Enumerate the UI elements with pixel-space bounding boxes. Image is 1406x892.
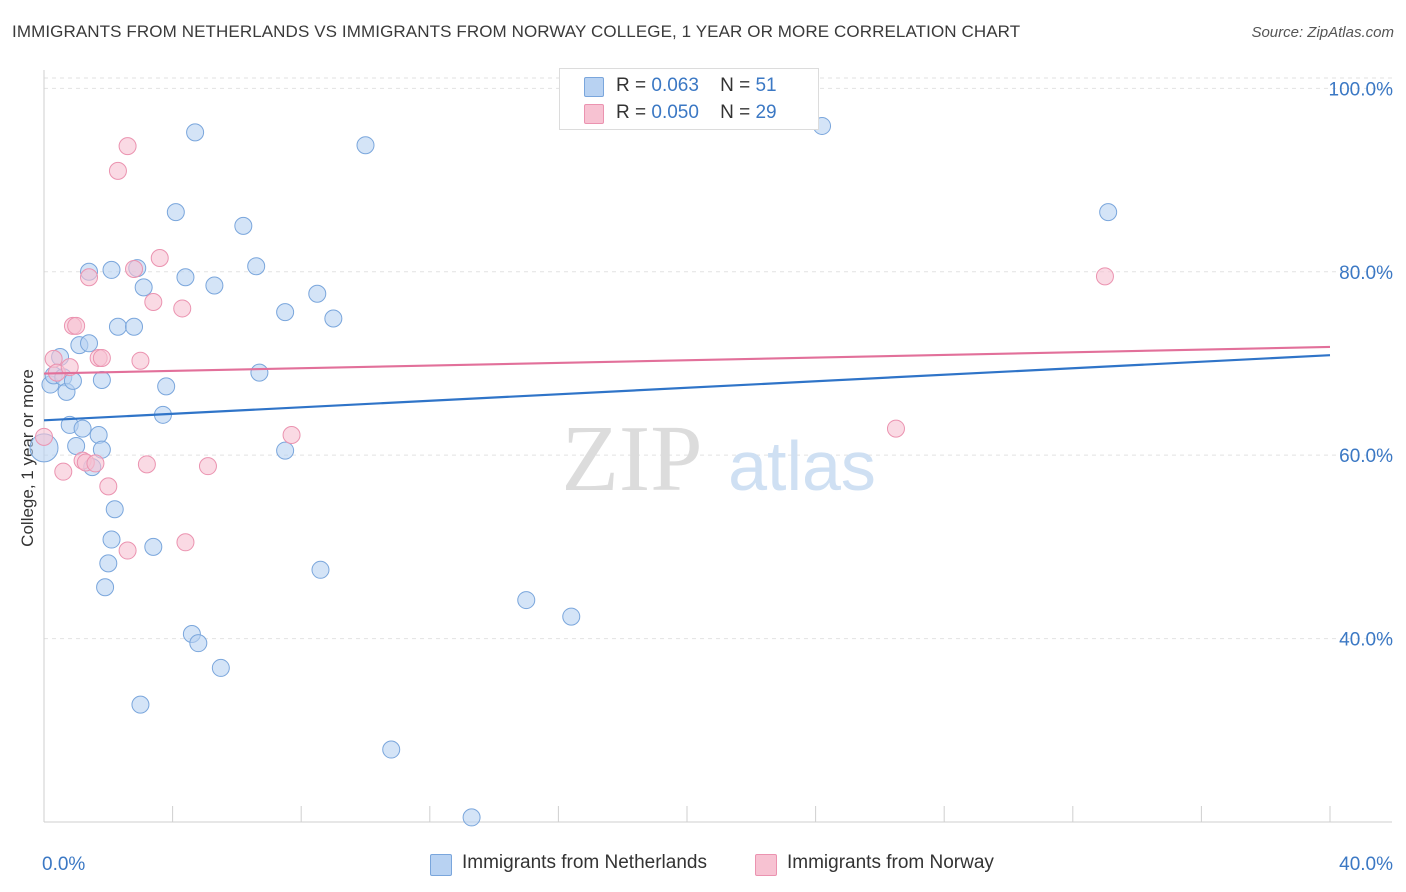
- point-norway: [886, 419, 905, 438]
- legend-label-norway: Immigrants from Norway: [787, 852, 994, 873]
- trend-lines: [43, 345, 1331, 422]
- point-netherlands: [247, 257, 266, 276]
- point-norway: [131, 351, 150, 370]
- point-netherlands: [157, 377, 176, 396]
- point-norway: [125, 260, 144, 279]
- point-norway: [54, 462, 73, 481]
- legend-swatch-blue: [584, 77, 604, 97]
- point-netherlands: [89, 425, 108, 444]
- chart-title: IMMIGRANTS FROM NETHERLANDS VS IMMIGRANT…: [12, 22, 1021, 41]
- point-netherlands: [166, 203, 185, 222]
- y-tick-label: 100.0%: [1329, 79, 1394, 100]
- point-norway: [67, 316, 86, 335]
- point-netherlands: [92, 370, 111, 389]
- legend-swatch-netherlands: [430, 854, 452, 876]
- legend-r-value: 0.050: [651, 102, 699, 123]
- point-netherlands: [144, 537, 163, 556]
- point-norway: [108, 161, 127, 180]
- point-netherlands: [102, 530, 121, 549]
- point-norway: [86, 454, 105, 473]
- legend-swatch-pink: [584, 104, 604, 124]
- point-norway: [118, 137, 137, 156]
- point-norway: [198, 457, 217, 476]
- point-netherlands: [176, 268, 195, 287]
- point-netherlands: [462, 808, 481, 827]
- y-tick-label: 60.0%: [1339, 446, 1393, 467]
- point-netherlands: [134, 278, 153, 297]
- series-legend: Immigrants from Netherlands Immigrants f…: [0, 852, 1406, 878]
- point-netherlands: [96, 578, 115, 597]
- axes: [43, 70, 1392, 823]
- legend-r-label: R =: [616, 102, 647, 123]
- point-netherlands: [105, 500, 124, 519]
- legend-r-label: R =: [616, 75, 647, 96]
- point-netherlands: [189, 634, 208, 653]
- point-netherlands: [562, 607, 581, 626]
- point-norway: [99, 477, 118, 496]
- point-netherlands: [1099, 203, 1118, 222]
- point-netherlands: [311, 560, 330, 579]
- point-netherlands: [102, 260, 121, 279]
- point-netherlands: [308, 284, 327, 303]
- legend-n-value: 29: [755, 102, 777, 123]
- legend-n-label: N =: [720, 102, 751, 123]
- point-netherlands: [99, 554, 118, 573]
- point-netherlands: [73, 419, 92, 438]
- point-netherlands: [108, 317, 127, 336]
- point-norway: [282, 425, 301, 444]
- point-norway: [118, 541, 137, 560]
- point-netherlands: [234, 216, 253, 235]
- trend-line-norway: [43, 345, 1331, 375]
- point-norway: [137, 455, 156, 474]
- point-netherlands: [517, 591, 536, 610]
- point-netherlands: [205, 276, 224, 295]
- point-netherlands: [125, 317, 144, 336]
- point-netherlands: [250, 363, 269, 382]
- point-norway: [144, 293, 163, 312]
- watermark-zip: ZIP: [562, 407, 703, 511]
- watermark: ZIP atlas: [562, 407, 876, 511]
- data-points: [29, 116, 1118, 827]
- point-netherlands: [186, 123, 205, 142]
- point-norway: [173, 299, 192, 318]
- point-norway: [176, 533, 195, 552]
- legend-label-netherlands: Immigrants from Netherlands: [462, 852, 707, 873]
- point-norway: [35, 427, 53, 446]
- point-norway: [1095, 267, 1114, 286]
- point-norway: [60, 358, 79, 377]
- tick-labels: 100.0% 80.0% 60.0% 40.0% 0.0% 40.0%: [42, 79, 1393, 875]
- point-netherlands: [131, 695, 150, 714]
- x-tick-label: 0.0%: [42, 854, 85, 875]
- y-tick-label: 80.0%: [1339, 263, 1393, 284]
- point-netherlands: [276, 303, 295, 322]
- x-tick-label: 40.0%: [1339, 854, 1393, 875]
- point-netherlands: [80, 334, 99, 353]
- point-netherlands: [324, 309, 343, 328]
- legend-n-value: 51: [755, 75, 777, 96]
- watermark-atlas: atlas: [728, 427, 876, 505]
- gridlines: [44, 77, 1392, 640]
- legend-r-value: 0.063: [651, 75, 699, 96]
- point-netherlands: [382, 740, 401, 759]
- legend-n-label: N =: [720, 75, 751, 96]
- point-norway: [80, 268, 99, 287]
- trend-line-netherlands: [43, 354, 1331, 422]
- stats-legend: R = 0.063 N = 51 R = 0.050 N = 29: [559, 68, 819, 130]
- point-netherlands: [356, 136, 375, 155]
- point-netherlands: [211, 658, 230, 677]
- point-norway: [92, 348, 111, 367]
- point-netherlands: [276, 441, 295, 460]
- legend-swatch-norway: [755, 854, 777, 876]
- y-tick-label: 40.0%: [1339, 630, 1393, 651]
- point-norway: [150, 249, 169, 267]
- source-label: Source: ZipAtlas.com: [1251, 24, 1394, 41]
